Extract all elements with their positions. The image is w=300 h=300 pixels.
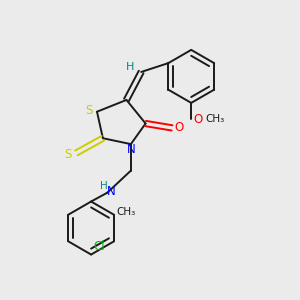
Text: H: H [100,181,108,191]
Text: S: S [85,104,92,117]
Text: CH₃: CH₃ [117,207,136,218]
Text: Cl: Cl [93,240,105,253]
Text: O: O [175,122,184,134]
Text: S: S [64,148,72,161]
Text: CH₃: CH₃ [205,114,224,124]
Text: N: N [127,143,136,157]
Text: N: N [107,185,116,198]
Text: O: O [193,112,202,126]
Text: H: H [126,62,134,72]
